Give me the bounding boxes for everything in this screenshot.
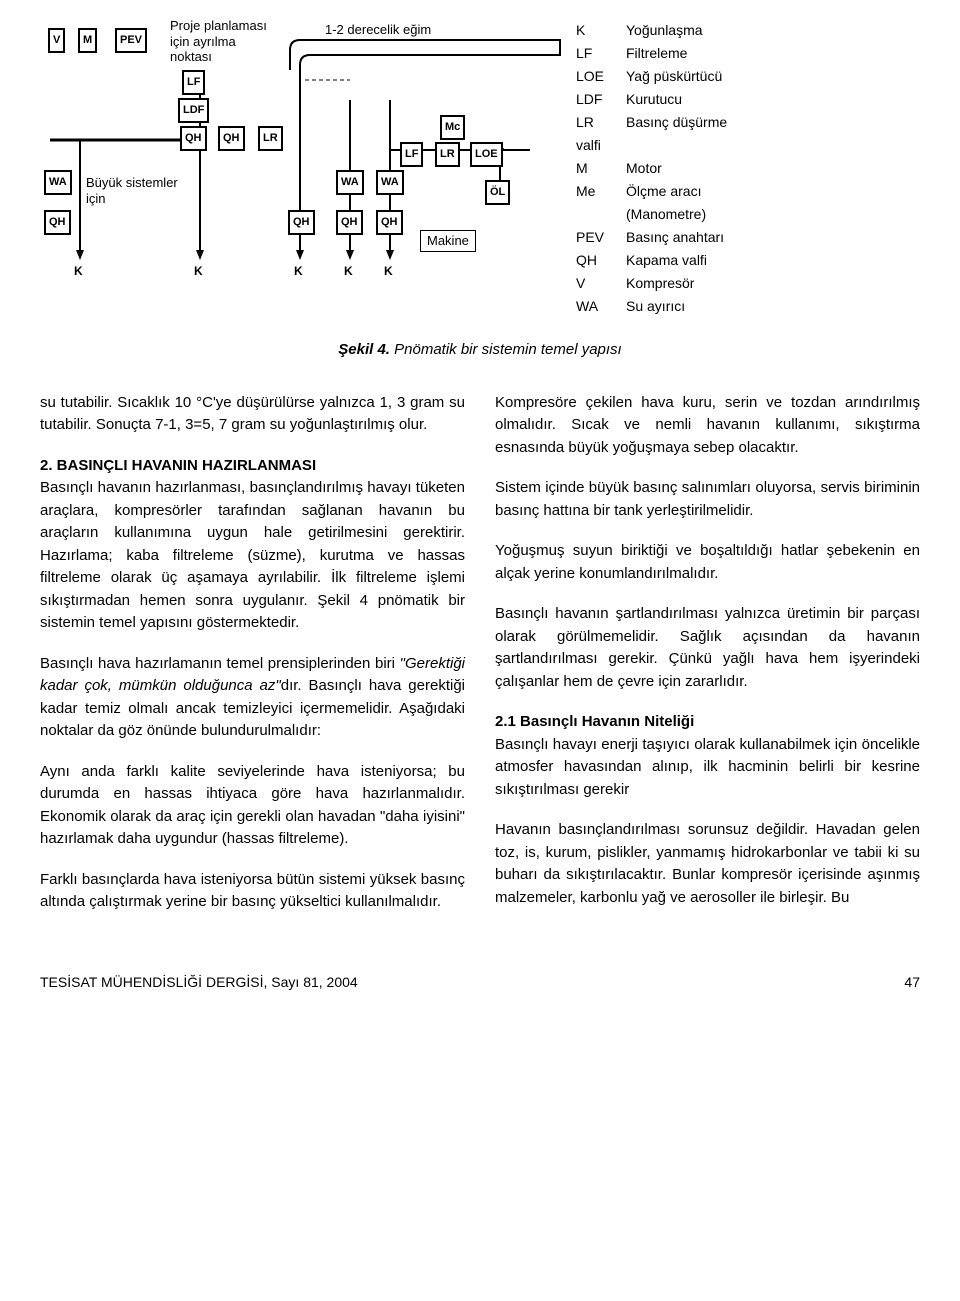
legend-row: MMotor bbox=[576, 158, 920, 179]
legend-key: valfi bbox=[576, 135, 626, 156]
diag-box-lf: LF bbox=[182, 70, 205, 95]
legend-val: Basınç anahtarı bbox=[626, 227, 920, 248]
left-section2: 2. BASINÇLI HAVANIN HAZIRLANMASI Basınçl… bbox=[40, 455, 465, 635]
right-p4: Basınçlı havanın şartlandırılması yalnız… bbox=[495, 603, 920, 693]
diagram-column: V M PEV LF LDF QH QH LR WA QH Mc LF LR L… bbox=[40, 20, 556, 319]
legend-val: Motor bbox=[626, 158, 920, 179]
caption-bold: Şekil 4. bbox=[338, 341, 390, 358]
left-p4: Aynı anda farklı kalite seviyelerinde ha… bbox=[40, 761, 465, 851]
diag-k1: K bbox=[74, 262, 83, 280]
left-p2: Basınçlı havanın hazırlanması, basınçlan… bbox=[40, 479, 465, 631]
diag-box-v: V bbox=[48, 28, 65, 53]
diag-box-wa3: WA bbox=[376, 170, 404, 195]
legend-key: M bbox=[576, 158, 626, 179]
diag-box-lr2: LR bbox=[435, 142, 460, 167]
left-p3: Basınçlı hava hazırlamanın temel prensip… bbox=[40, 653, 465, 743]
diag-box-loe: LOE bbox=[470, 142, 503, 167]
legend-row: (Manometre) bbox=[576, 204, 920, 225]
legend-val: (Manometre) bbox=[626, 204, 920, 225]
right-section21: 2.1 Basınçlı Havanın Niteliği Basınçlı h… bbox=[495, 711, 920, 801]
right-p3: Yoğuşmuş suyun biriktiği ve boşaltıldığı… bbox=[495, 540, 920, 585]
left-p1: su tutabilir. Sıcaklık 10 °C'ye düşürülü… bbox=[40, 392, 465, 437]
legend-row: MeÖlçme aracı bbox=[576, 181, 920, 202]
diag-box-wa2: WA bbox=[336, 170, 364, 195]
legend-row: KYoğunlaşma bbox=[576, 20, 920, 41]
diag-box-lr: LR bbox=[258, 126, 283, 151]
legend-val: Kapama valfi bbox=[626, 250, 920, 271]
figure-caption: Şekil 4. Pnömatik bir sistemin temel yap… bbox=[40, 339, 920, 362]
left-p5: Farklı basınçlarda hava isteniyorsa bütü… bbox=[40, 869, 465, 914]
figure-area: V M PEV LF LDF QH QH LR WA QH Mc LF LR L… bbox=[40, 20, 920, 319]
right-column: Kompresöre çekilen hava kuru, serin ve t… bbox=[495, 392, 920, 932]
diag-box-ldf: LDF bbox=[178, 98, 209, 123]
legend-row: LFFiltreleme bbox=[576, 43, 920, 64]
legend-row: PEVBasınç anahtarı bbox=[576, 227, 920, 248]
legend-key: PEV bbox=[576, 227, 626, 248]
label-makine: Makine bbox=[420, 230, 476, 252]
diag-box-ol: ÖL bbox=[485, 180, 510, 205]
legend-row: LRBasınç düşürme bbox=[576, 112, 920, 133]
diag-k3: K bbox=[294, 262, 303, 280]
section-2-title: 2. BASINÇLI HAVANIN HAZIRLANMASI bbox=[40, 457, 316, 474]
legend-key: QH bbox=[576, 250, 626, 271]
right-p5: Basınçlı havayı enerji taşıyıcı olarak k… bbox=[495, 736, 920, 798]
diag-box-qh5: QH bbox=[336, 210, 363, 235]
diag-k4: K bbox=[344, 262, 353, 280]
label-buyuk: Büyük sistemler için bbox=[86, 175, 186, 206]
section-21-title: 2.1 Basınçlı Havanın Niteliği bbox=[495, 713, 694, 730]
diag-k2: K bbox=[194, 262, 203, 280]
legend-val: Basınç düşürme bbox=[626, 112, 920, 133]
diag-box-m: M bbox=[78, 28, 97, 53]
legend-key: WA bbox=[576, 296, 626, 317]
right-p6: Havanın basınçlandırılması sorunsuz deği… bbox=[495, 819, 920, 909]
legend-key: K bbox=[576, 20, 626, 41]
diag-box-qh2: QH bbox=[218, 126, 245, 151]
two-column-text: su tutabilir. Sıcaklık 10 °C'ye düşürülü… bbox=[40, 392, 920, 932]
right-p2: Sistem içinde büyük basınç salınımları o… bbox=[495, 477, 920, 522]
legend-key: LDF bbox=[576, 89, 626, 110]
footer-left: TESİSAT MÜHENDİSLİĞİ DERGİSİ, Sayı 81, 2… bbox=[40, 972, 358, 993]
legend-val: Yoğunlaşma bbox=[626, 20, 920, 41]
footer-page-number: 47 bbox=[904, 972, 920, 993]
legend-column: KYoğunlaşmaLFFiltrelemeLOEYağ püskürtücü… bbox=[576, 20, 920, 319]
legend-key: LF bbox=[576, 43, 626, 64]
caption-rest: Pnömatik bir sistemin temel yapısı bbox=[390, 341, 622, 358]
legend-row: WASu ayırıcı bbox=[576, 296, 920, 317]
label-proje: Proje planlaması için ayrılma noktası bbox=[170, 18, 280, 65]
legend-key bbox=[576, 204, 626, 225]
diag-box-qh3: QH bbox=[44, 210, 71, 235]
left-column: su tutabilir. Sıcaklık 10 °C'ye düşürülü… bbox=[40, 392, 465, 932]
legend-val: Kurutucu bbox=[626, 89, 920, 110]
diag-box-lf2: LF bbox=[400, 142, 423, 167]
diag-box-qh1: QH bbox=[180, 126, 207, 151]
legend-row: LOEYağ püskürtücü bbox=[576, 66, 920, 87]
diag-box-qh6: QH bbox=[376, 210, 403, 235]
legend-val: Filtreleme bbox=[626, 43, 920, 64]
legend-val: Yağ püskürtücü bbox=[626, 66, 920, 87]
legend-key: LOE bbox=[576, 66, 626, 87]
legend-key: LR bbox=[576, 112, 626, 133]
legend-row: VKompresör bbox=[576, 273, 920, 294]
legend-val: Su ayırıcı bbox=[626, 296, 920, 317]
diag-box-pev: PEV bbox=[115, 28, 147, 53]
legend-val: Kompresör bbox=[626, 273, 920, 294]
diag-box-mc: Mc bbox=[440, 115, 465, 140]
diag-box-qh4: QH bbox=[288, 210, 315, 235]
legend-row: valfi bbox=[576, 135, 920, 156]
legend-key: V bbox=[576, 273, 626, 294]
label-egim: 1-2 derecelik eğim bbox=[325, 22, 431, 38]
legend-row: QHKapama valfi bbox=[576, 250, 920, 271]
legend-val: Ölçme aracı bbox=[626, 181, 920, 202]
legend-row: LDFKurutucu bbox=[576, 89, 920, 110]
diag-box-wa1: WA bbox=[44, 170, 72, 195]
left-p3a: Basınçlı hava hazırlamanın temel prensip… bbox=[40, 655, 400, 672]
right-p1: Kompresöre çekilen hava kuru, serin ve t… bbox=[495, 392, 920, 460]
legend-val bbox=[626, 135, 920, 156]
schematic-diagram: V M PEV LF LDF QH QH LR WA QH Mc LF LR L… bbox=[40, 20, 556, 280]
legend-key: Me bbox=[576, 181, 626, 202]
diag-k5: K bbox=[384, 262, 393, 280]
page-footer: TESİSAT MÜHENDİSLİĞİ DERGİSİ, Sayı 81, 2… bbox=[40, 972, 920, 993]
